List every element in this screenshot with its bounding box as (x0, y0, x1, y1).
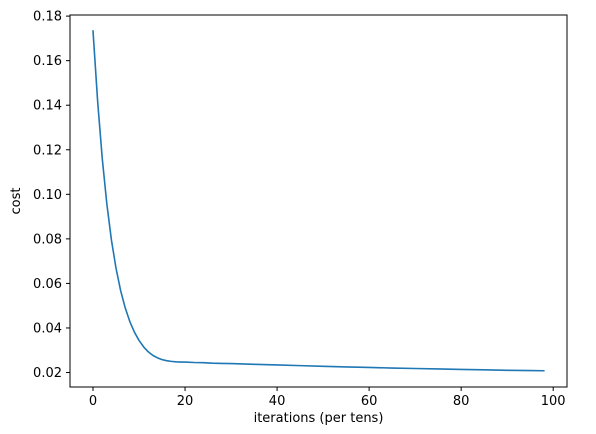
y-axis-ticks: 0.02 0.04 0.06 0.08 0.10 0.12 0.14 0.16 0.18 (33, 10, 70, 381)
y-tick-label: 0.04 (33, 321, 62, 336)
y-tick-label: 0.16 (33, 54, 62, 69)
plot-frame (69, 14, 568, 388)
y-axis-label: cost (9, 188, 24, 215)
x-tick-label: 100 (541, 394, 566, 409)
series-layer (92, 30, 545, 372)
x-axis-ticks: 0 20 40 60 80 100 (89, 387, 566, 409)
x-axis-label: iterations (per tens) (254, 411, 384, 426)
y-tick-label: 0.14 (33, 99, 62, 114)
y-tick-label: 0.02 (33, 366, 62, 381)
y-tick-label: 0.10 (33, 188, 62, 203)
x-tick-label: 80 (453, 394, 470, 409)
y-tick-label: 0.08 (33, 232, 62, 247)
x-tick-label: 0 (89, 394, 97, 409)
x-tick-label: 20 (177, 394, 194, 409)
x-tick-label: 60 (361, 394, 378, 409)
y-tick-label: 0.06 (33, 277, 62, 292)
y-tick-label: 0.12 (33, 143, 62, 158)
plot-background (70, 15, 567, 387)
x-tick-label: 40 (269, 394, 286, 409)
cost-line (92, 30, 545, 372)
y-tick-label: 0.18 (33, 10, 62, 25)
